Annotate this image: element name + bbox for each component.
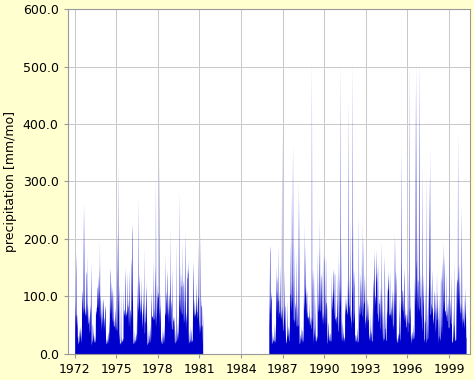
Y-axis label: precipitation [mm/mo]: precipitation [mm/mo]	[4, 111, 17, 252]
